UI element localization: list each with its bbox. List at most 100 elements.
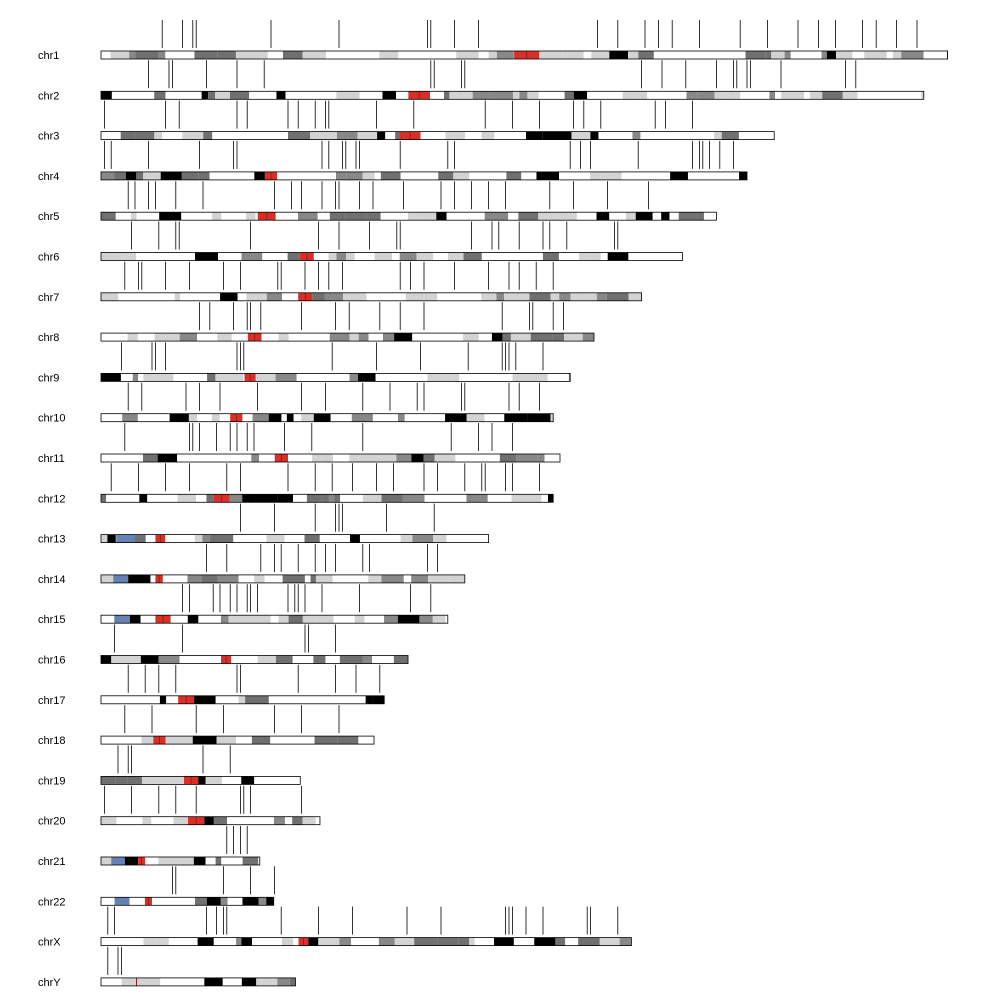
band — [165, 736, 182, 745]
band — [550, 413, 554, 422]
band — [115, 776, 128, 785]
band — [445, 413, 467, 422]
band — [259, 454, 275, 462]
band — [721, 131, 739, 140]
band — [132, 373, 139, 382]
band — [353, 494, 363, 503]
band — [273, 816, 285, 825]
band — [136, 212, 151, 221]
band — [194, 51, 218, 59]
band — [530, 333, 553, 342]
band — [328, 252, 337, 261]
band — [310, 574, 316, 583]
band — [275, 373, 297, 382]
chromosome-chr1: chr1 — [38, 20, 948, 62]
band — [110, 51, 130, 59]
band — [340, 494, 354, 503]
band — [277, 494, 294, 503]
band — [205, 857, 216, 865]
band — [395, 131, 400, 140]
band — [511, 494, 526, 503]
band — [306, 494, 323, 503]
band — [614, 131, 633, 140]
band — [385, 131, 396, 140]
band — [277, 171, 301, 180]
band — [195, 252, 219, 261]
band — [292, 776, 301, 785]
band — [484, 413, 505, 422]
band — [599, 937, 620, 946]
band — [160, 373, 174, 382]
band — [197, 333, 218, 342]
band — [108, 574, 114, 583]
chromosome-outline — [100, 816, 321, 826]
chromosome-chr22: chr22 — [38, 866, 275, 908]
band — [236, 171, 255, 180]
band — [131, 655, 141, 664]
band — [101, 51, 111, 59]
band — [697, 131, 715, 140]
band — [219, 454, 228, 462]
band — [756, 91, 770, 100]
chromosome-outline — [100, 211, 717, 221]
band — [241, 252, 263, 261]
band — [408, 212, 421, 221]
band — [322, 494, 329, 503]
band — [270, 937, 282, 946]
chromosome-outline — [100, 534, 490, 543]
band — [315, 816, 320, 825]
chromosome-label: chr5 — [38, 211, 59, 223]
band — [652, 212, 662, 221]
chromosome-chr7: chr7 — [38, 261, 642, 304]
band — [282, 574, 305, 583]
band — [638, 51, 654, 59]
band — [194, 534, 203, 543]
band — [427, 333, 449, 342]
band — [208, 91, 216, 100]
band — [221, 776, 229, 785]
band — [141, 736, 154, 745]
band — [165, 91, 183, 100]
band — [568, 373, 571, 382]
band — [396, 91, 409, 100]
band — [314, 736, 338, 745]
band — [434, 51, 457, 59]
band — [127, 333, 138, 342]
band — [609, 212, 620, 221]
band — [206, 897, 221, 906]
band — [236, 937, 242, 946]
band — [332, 454, 350, 462]
band — [318, 171, 336, 180]
chromosome-label: chr20 — [38, 816, 66, 828]
band — [262, 252, 281, 261]
band — [236, 736, 252, 745]
band — [390, 212, 398, 221]
band — [726, 91, 741, 100]
band — [458, 937, 470, 946]
chromosome-label: chr19 — [38, 775, 66, 787]
band — [381, 574, 404, 583]
band — [251, 454, 260, 462]
band — [197, 937, 214, 946]
band — [138, 373, 144, 382]
band — [204, 816, 214, 825]
band — [275, 212, 299, 221]
band — [257, 655, 276, 664]
band — [287, 131, 311, 140]
band — [150, 212, 160, 221]
band — [481, 292, 497, 301]
band — [431, 413, 446, 422]
band — [267, 51, 283, 59]
band — [675, 51, 698, 59]
band — [101, 897, 115, 906]
band — [472, 91, 490, 100]
band — [319, 534, 341, 543]
band — [550, 292, 560, 301]
band — [101, 736, 114, 745]
band — [155, 937, 169, 946]
band — [150, 574, 156, 583]
band — [647, 131, 663, 140]
band — [213, 655, 222, 664]
band — [679, 131, 698, 140]
band — [420, 131, 426, 140]
